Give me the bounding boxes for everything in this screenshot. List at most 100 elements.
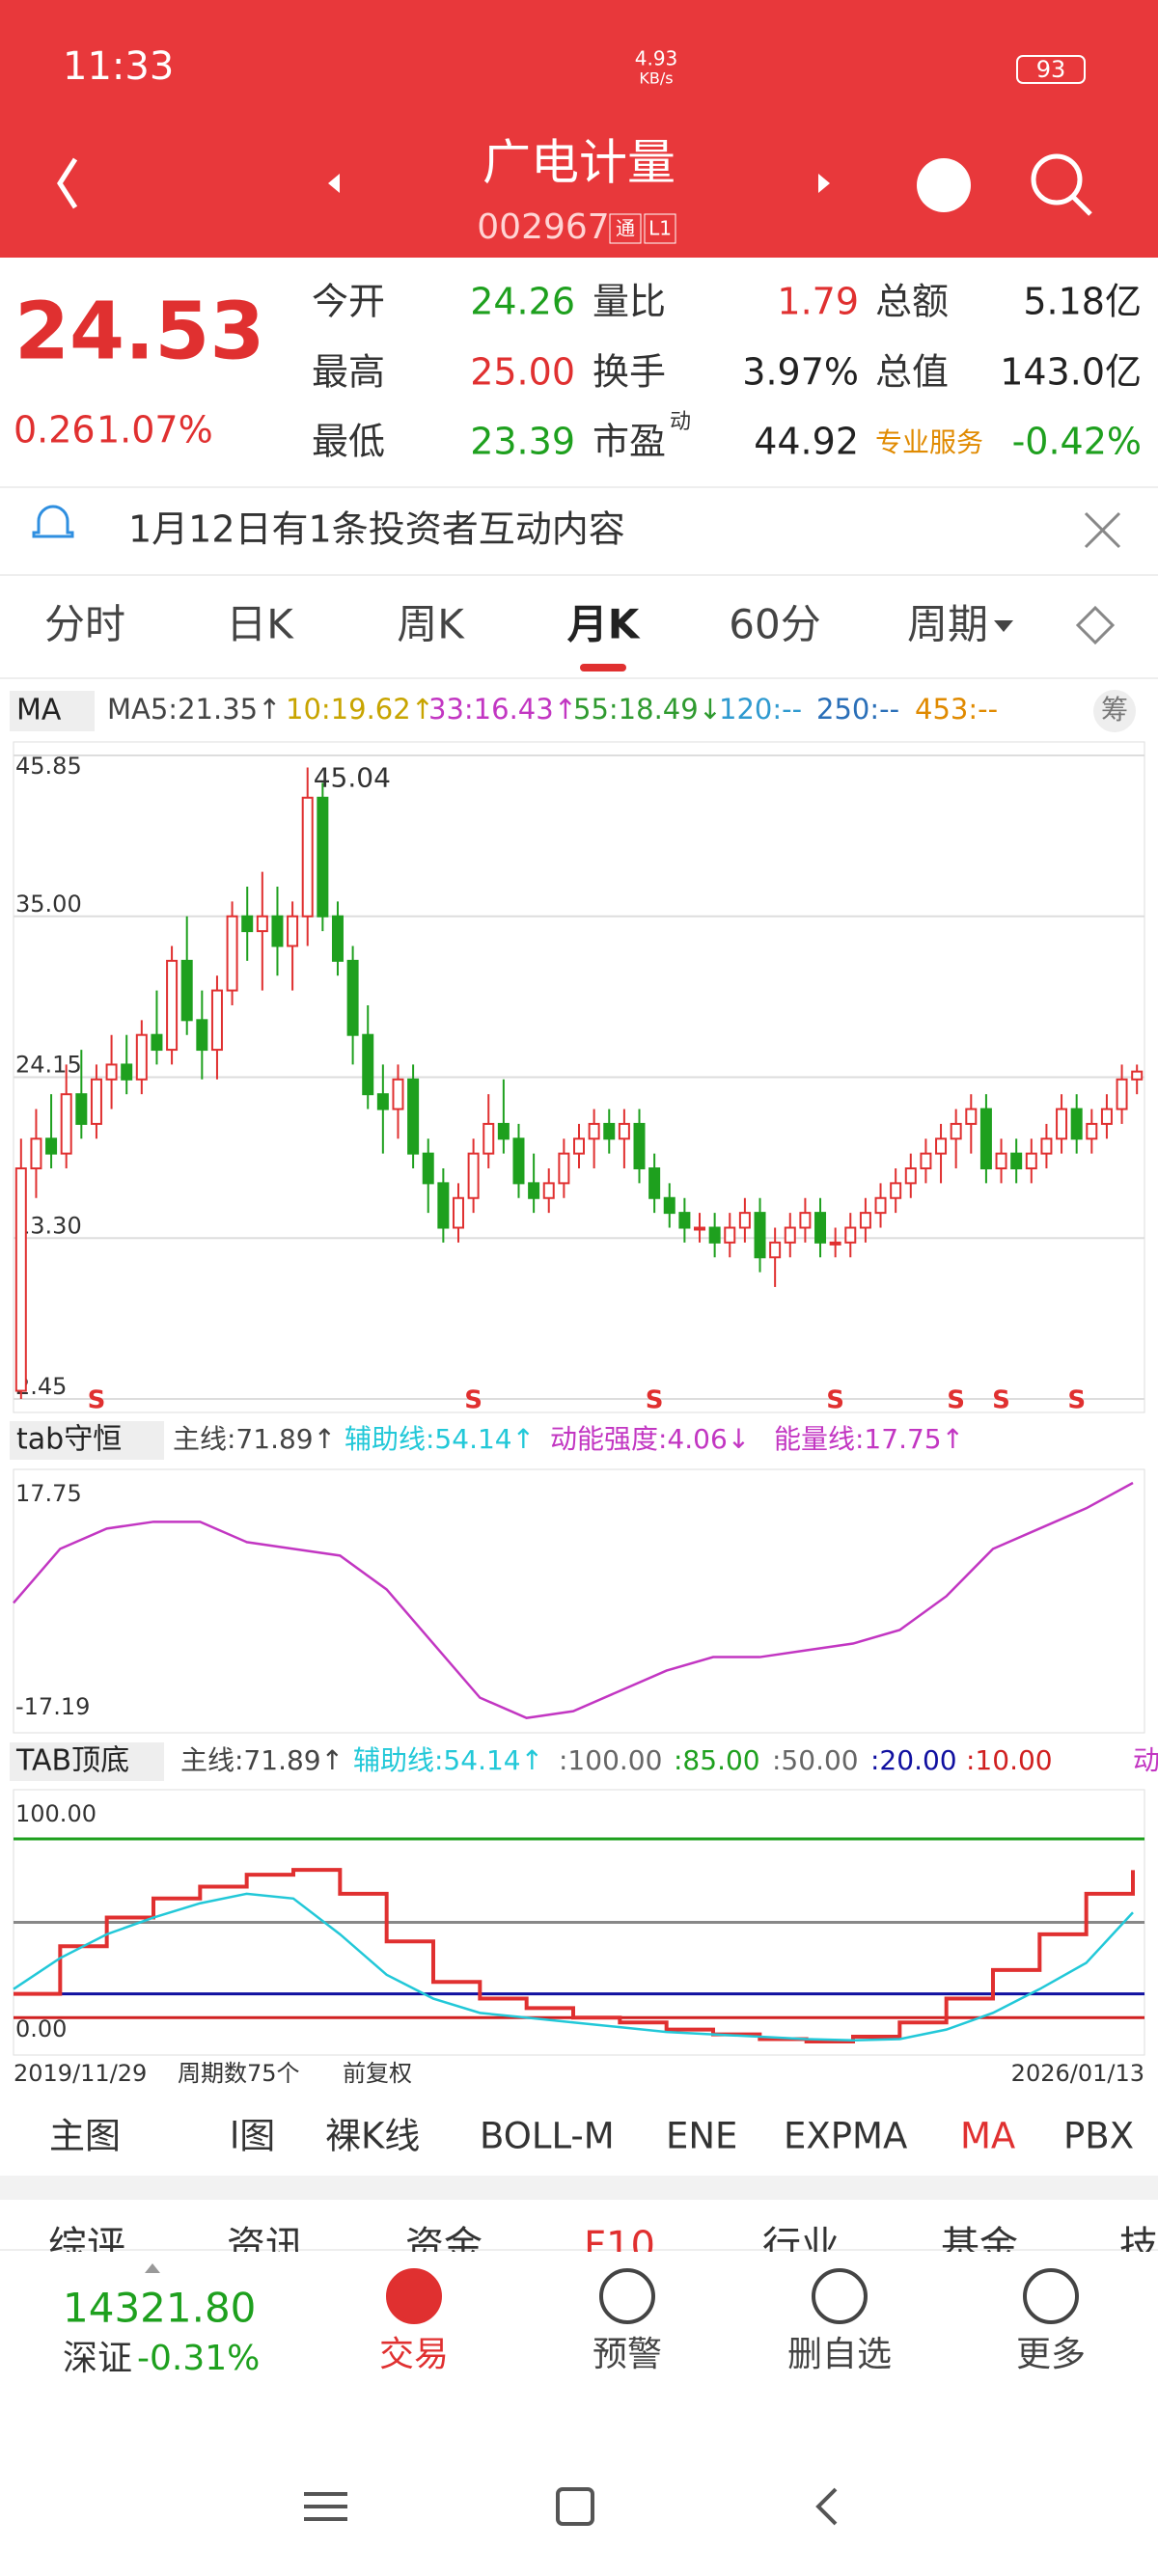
candle-body xyxy=(512,1137,525,1185)
signal: S xyxy=(947,1386,965,1415)
adjust: 前复权 xyxy=(343,2060,412,2087)
candle-body xyxy=(694,1226,706,1231)
panel-legend: 辅助线:54.14↑ xyxy=(353,1744,543,1776)
candle-body xyxy=(1131,1070,1144,1081)
candle-body xyxy=(935,1137,948,1155)
nav-label[interactable]: 删自选 xyxy=(787,2335,892,2374)
candle-body xyxy=(708,1226,721,1244)
candle-body xyxy=(678,1212,691,1229)
candle-body xyxy=(920,1152,932,1170)
indicator-tab[interactable]: BOLL-M xyxy=(480,2116,615,2157)
candle-body xyxy=(603,1122,616,1140)
candle-body xyxy=(1070,1108,1083,1140)
panel-legend: 主线:71.89↑ xyxy=(173,1423,336,1455)
field-label: 市盈 xyxy=(593,421,666,463)
tab[interactable]: 分时 xyxy=(44,601,125,648)
candle-body xyxy=(362,1033,374,1096)
ma-value: 55:18.49↓ xyxy=(573,693,722,726)
nav-icon[interactable] xyxy=(386,2268,442,2324)
panel-name: tab守恒 xyxy=(16,1423,122,1457)
field-label: 总值 xyxy=(875,351,949,394)
y-tick-label: 0.00 xyxy=(15,2015,67,2042)
candle-body xyxy=(166,959,179,1052)
close-icon[interactable] xyxy=(1084,511,1121,549)
index-value: 14321.80 xyxy=(63,2285,256,2332)
field-value: 143.0亿 xyxy=(1000,351,1142,394)
badge-box xyxy=(609,213,642,244)
y-tick-label: -17.19 xyxy=(15,1693,90,1720)
ma-selector: MA xyxy=(16,694,62,727)
panel-legend: 能量线:17.75↑ xyxy=(774,1423,964,1455)
nav-icon[interactable] xyxy=(599,2268,655,2324)
panel-selector-bg xyxy=(10,1421,164,1460)
nav-label[interactable]: 交易 xyxy=(379,2335,449,2374)
menu-key[interactable] xyxy=(304,2492,347,2521)
tab[interactable]: 周K xyxy=(397,601,465,648)
candle-body xyxy=(467,1152,480,1199)
tab[interactable]: 日K xyxy=(226,601,294,648)
search-icon[interactable] xyxy=(1031,153,1083,206)
candle-body xyxy=(979,1108,992,1170)
candle-body xyxy=(45,1137,58,1155)
nav-icon[interactable] xyxy=(1023,2268,1079,2324)
field-label: 最高 xyxy=(312,351,385,394)
nav-icon[interactable] xyxy=(812,2268,868,2324)
settings-icon[interactable] xyxy=(1075,605,1116,645)
candle-body xyxy=(528,1182,540,1199)
candle-body xyxy=(754,1212,766,1259)
tab[interactable]: 月K xyxy=(567,601,641,648)
candle-body xyxy=(376,1093,389,1110)
candle-body xyxy=(60,1093,72,1155)
badge-circle xyxy=(1093,690,1136,732)
candle-body xyxy=(663,1196,676,1215)
field-value: 1.79 xyxy=(777,281,859,323)
tab-underline xyxy=(580,664,626,671)
indicator-tab[interactable]: EXPMA xyxy=(784,2116,907,2157)
candle-body xyxy=(633,1122,646,1170)
indicator-tab[interactable]: l图 xyxy=(230,2116,275,2157)
ma-value: 250:-- xyxy=(816,693,899,726)
indicator-tab[interactable]: 主图 xyxy=(49,2116,121,2157)
candle-body xyxy=(1116,1078,1128,1110)
search-handle xyxy=(1071,195,1092,216)
signal: S xyxy=(826,1386,844,1415)
indicator-tab[interactable]: 裸K线 xyxy=(325,2116,420,2157)
panel-legend: :85.00 xyxy=(674,1744,760,1776)
nav-label[interactable]: 更多 xyxy=(1016,2335,1086,2374)
tab[interactable]: 60分 xyxy=(729,601,820,648)
candle-body xyxy=(784,1226,796,1244)
y-tick-label: 100.00 xyxy=(15,1800,96,1827)
candle-body xyxy=(437,1182,450,1229)
candle-body xyxy=(135,1033,148,1081)
field-value: 24.26 xyxy=(470,281,575,323)
y-tick-label: 35.00 xyxy=(15,891,82,918)
back-key[interactable] xyxy=(815,2487,838,2526)
tab[interactable]: 周期 xyxy=(907,601,988,648)
field-value: 5.18亿 xyxy=(1023,281,1142,323)
date-start: 2019/11/29 xyxy=(14,2060,147,2087)
clock: 11:33 xyxy=(63,44,174,89)
panel-legend: 主线:71.89↑ xyxy=(180,1744,344,1776)
back-icon[interactable] xyxy=(57,157,78,209)
assistant-icon[interactable] xyxy=(917,158,971,212)
candle-body xyxy=(105,1063,118,1081)
indicator-tab[interactable]: MA xyxy=(960,2116,1015,2157)
candle-body xyxy=(14,1167,27,1392)
indicator-tab[interactable]: PBX xyxy=(1063,2116,1134,2157)
home-key[interactable] xyxy=(556,2487,594,2526)
index-arrow xyxy=(145,2263,160,2273)
candle-body xyxy=(1010,1152,1023,1170)
index-change: -0.31% xyxy=(137,2339,260,2378)
candle-body xyxy=(1025,1152,1037,1170)
notice-text: 1月12日有1条投资者互动内容 xyxy=(128,508,625,551)
change-pct: 1.07% xyxy=(96,409,213,452)
ma-value: 453:-- xyxy=(915,693,998,726)
candle-body xyxy=(497,1122,510,1140)
signal: S xyxy=(1067,1386,1086,1415)
candle-body xyxy=(226,915,238,992)
nav-label[interactable]: 预警 xyxy=(593,2335,662,2374)
badge: 通 xyxy=(616,217,635,240)
indicator-tab[interactable]: ENE xyxy=(666,2116,737,2157)
bell-icon xyxy=(32,505,74,538)
